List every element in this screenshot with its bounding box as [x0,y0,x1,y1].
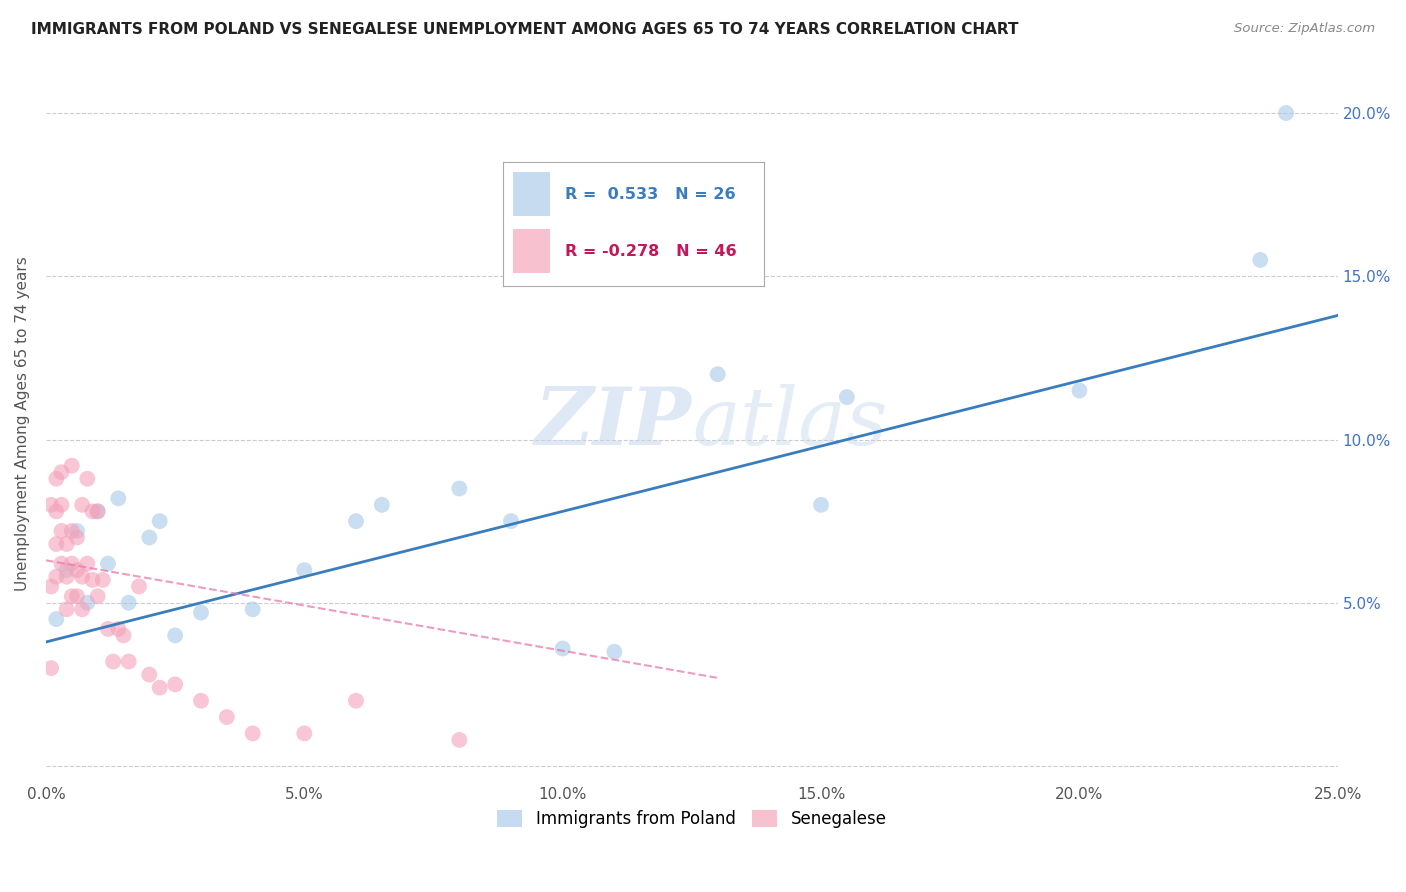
Point [242,726,264,740]
Point [76,557,98,571]
Point [371,498,394,512]
Point [190,694,212,708]
Point [292,563,315,577]
Point [149,681,172,695]
Point [97,622,120,636]
Text: atlas: atlas [692,384,887,462]
Point [51,465,73,479]
Point [97,557,120,571]
Point [138,531,160,545]
Point [66,531,89,545]
Point [1275,106,1298,120]
Point [45,569,67,583]
Point [292,726,315,740]
Point [499,514,522,528]
Bar [513,172,550,217]
Point [810,498,832,512]
Point [835,390,858,404]
Point [70,602,93,616]
Point [39,661,62,675]
Point [242,602,264,616]
Point [76,596,98,610]
Text: ZIP: ZIP [536,384,692,462]
Point [39,498,62,512]
Point [1069,384,1091,398]
Point [86,589,108,603]
Point [82,573,104,587]
Point [82,504,104,518]
Point [107,491,129,506]
Text: R =  0.533   N = 26: R = 0.533 N = 26 [565,186,735,202]
Point [449,482,471,496]
Point [66,563,89,577]
Text: Source: ZipAtlas.com: Source: ZipAtlas.com [1234,22,1375,36]
Point [76,472,98,486]
Point [117,596,139,610]
Point [55,563,77,577]
Point [60,458,83,473]
Point [149,514,172,528]
Point [706,368,728,382]
Point [51,498,73,512]
Point [39,579,62,593]
Point [112,628,135,642]
Y-axis label: Unemployment Among Ages 65 to 74 years: Unemployment Among Ages 65 to 74 years [15,256,30,591]
Point [165,677,187,691]
Point [1249,252,1271,267]
Point [190,606,212,620]
Point [344,694,367,708]
Point [45,472,67,486]
Bar [513,228,550,273]
Point [45,504,67,518]
Point [60,557,83,571]
Point [60,589,83,603]
Point [60,524,83,538]
Point [449,732,471,747]
Point [86,504,108,518]
Point [215,710,238,724]
Point [70,569,93,583]
Point [55,602,77,616]
Point [86,504,108,518]
Point [45,612,67,626]
Point [91,573,114,587]
Legend: Immigrants from Poland, Senegalese: Immigrants from Poland, Senegalese [491,804,893,835]
Point [51,557,73,571]
Point [45,537,67,551]
Text: IMMIGRANTS FROM POLAND VS SENEGALESE UNEMPLOYMENT AMONG AGES 65 TO 74 YEARS CORR: IMMIGRANTS FROM POLAND VS SENEGALESE UNE… [31,22,1018,37]
Point [551,641,574,656]
Point [107,622,129,636]
Point [138,667,160,681]
Point [165,628,187,642]
Point [66,589,89,603]
Point [55,569,77,583]
Point [51,524,73,538]
Point [55,537,77,551]
Point [66,524,89,538]
Text: R = -0.278   N = 46: R = -0.278 N = 46 [565,244,737,259]
Point [344,514,367,528]
Point [603,645,626,659]
Point [101,655,124,669]
Point [117,655,139,669]
Point [128,579,150,593]
Point [70,498,93,512]
